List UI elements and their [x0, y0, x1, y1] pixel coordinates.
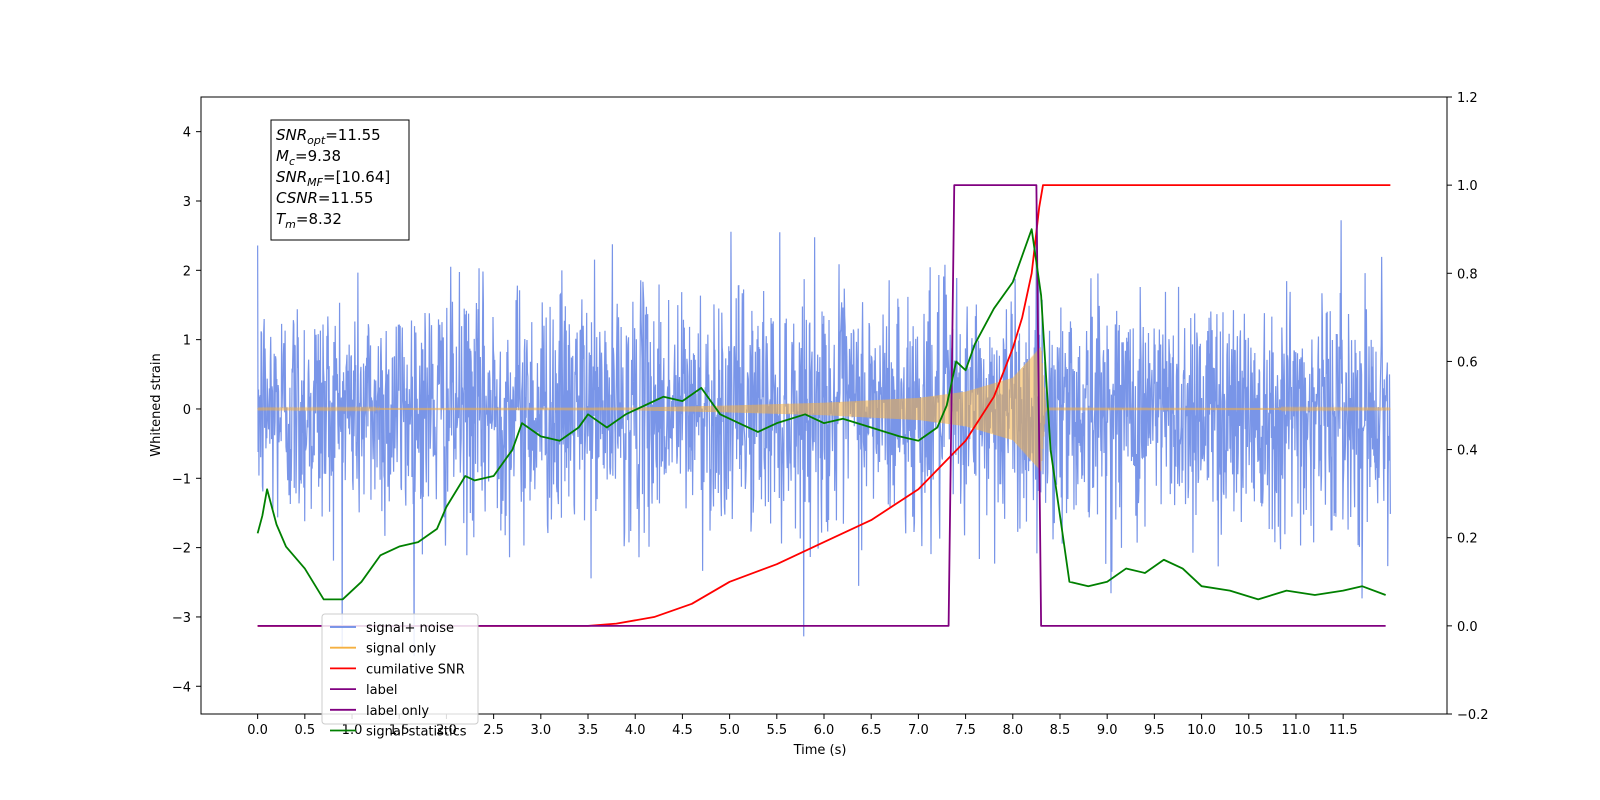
y-left-tick-label: 1 — [183, 334, 191, 349]
x-tick-label: 1.5 — [389, 723, 410, 738]
y-right-tick-label: 0.4 — [1457, 444, 1478, 459]
x-tick-label: 6.0 — [814, 723, 835, 738]
y-right-tick-label: 1.0 — [1457, 179, 1478, 194]
x-tick-label: 5.5 — [766, 723, 787, 738]
info-subscript: MF — [307, 176, 323, 189]
x-tick-label: 9.5 — [1144, 723, 1165, 738]
x-tick-label: 6.5 — [861, 723, 882, 738]
info-value: =11.55 — [318, 189, 374, 207]
y-left-tick-label: 3 — [183, 195, 191, 210]
signal-only-series — [257, 347, 1391, 472]
x-tick-label: 4.5 — [672, 723, 693, 738]
x-tick-label: 3.0 — [530, 723, 551, 738]
info-box-line: SNRMF=[10.64] — [276, 168, 390, 189]
cumulative-snr-line — [257, 184, 1391, 627]
x-tick-label: 2.0 — [436, 723, 457, 738]
info-box-line: SNRopt=11.55 — [276, 126, 381, 147]
x-axis: 0.0 0.5 1.0 1.5 2.0 2.5 3.0 3.5 4.0 4.5 5.0 5.5 6.0 6… — [247, 714, 1358, 738]
x-tick-label: 7.0 — [908, 723, 929, 738]
x-tick-label: 4.0 — [625, 723, 646, 738]
y-right-tick-label: 0.0 — [1457, 620, 1478, 635]
x-tick-label: 0.0 — [247, 723, 268, 738]
info-label: CSNR — [276, 189, 318, 207]
x-tick-label: 0.5 — [294, 723, 315, 738]
x-tick-label: 2.5 — [483, 723, 504, 738]
signal-only-line — [257, 347, 1391, 472]
y-left-tick-label: 4 — [183, 126, 191, 141]
x-tick-label: 3.5 — [578, 723, 599, 738]
y-left-tick-label: −3 — [172, 611, 191, 626]
info-value: =11.55 — [325, 126, 381, 144]
right-axis-series — [256, 184, 1391, 627]
info-subscript: m — [285, 218, 296, 231]
info-value: =8.32 — [296, 210, 342, 228]
info-label: SNR — [276, 168, 307, 186]
y-left-tick-label: 2 — [183, 264, 191, 279]
info-subscript: opt — [307, 134, 326, 147]
x-tick-label: 11.5 — [1329, 723, 1358, 738]
legend-label: signal statistics — [366, 725, 467, 740]
x-axis-title: Time (s) — [793, 743, 847, 758]
legend-label: label — [366, 683, 397, 698]
y-left-tick-label: 0 — [183, 403, 191, 418]
signal-statistics-line — [256, 228, 1386, 601]
info-label: M — [276, 147, 289, 165]
y-left-tick-label: −2 — [172, 542, 191, 557]
x-tick-label: 7.5 — [955, 723, 976, 738]
x-tick-label: 8.0 — [1002, 723, 1023, 738]
info-label: T — [276, 210, 287, 228]
x-tick-label: 5.0 — [719, 723, 740, 738]
y-axis-right: −0.2 0.0 0.2 0.4 0.6 0.8 1.0 1.2 — [1447, 91, 1489, 723]
legend: signal+ noise signal only cumilative SNR la… — [321, 613, 479, 740]
info-value: =9.38 — [295, 147, 341, 165]
info-subscript: c — [289, 155, 295, 168]
y-right-tick-label: −0.2 — [1457, 708, 1489, 723]
y-right-tick-label: 0.6 — [1457, 355, 1478, 370]
x-tick-label: 11.0 — [1281, 723, 1310, 738]
x-tick-label: 10.5 — [1234, 723, 1263, 738]
y-left-tick-label: −1 — [172, 472, 191, 487]
info-value: =[10.64] — [323, 168, 390, 186]
y-axis-left: −4 −3 −2 −1 0 1 2 3 4 — [172, 126, 201, 695]
legend-label: label only — [366, 704, 429, 719]
legend-frame — [321, 613, 479, 725]
label-line — [257, 184, 1386, 627]
info-box-line: Mc=9.38 — [276, 147, 341, 168]
legend-label: signal only — [366, 642, 436, 657]
info-label: SNR — [276, 126, 307, 144]
info-box-frame — [270, 119, 410, 241]
legend-label: cumilative SNR — [366, 662, 465, 677]
y-left-tick-label: −4 — [172, 680, 191, 695]
y-right-tick-label: 1.2 — [1457, 91, 1478, 106]
x-tick-label: 10.0 — [1187, 723, 1216, 738]
y-right-tick-label: 0.8 — [1457, 267, 1478, 282]
x-tick-label: 9.0 — [1097, 723, 1118, 738]
info-box: SNRopt=11.55Mc=9.38SNRMF=[10.64]CSNR=11.… — [270, 119, 410, 241]
y-axis-title: Whitened strain — [149, 353, 164, 456]
info-box-line: Tm=8.32 — [276, 210, 342, 231]
x-tick-label: 8.5 — [1050, 723, 1071, 738]
info-box-line: CSNR=11.55 — [276, 189, 373, 207]
legend-label: signal+ noise — [366, 621, 454, 636]
y-right-tick-label: 0.2 — [1457, 532, 1478, 547]
